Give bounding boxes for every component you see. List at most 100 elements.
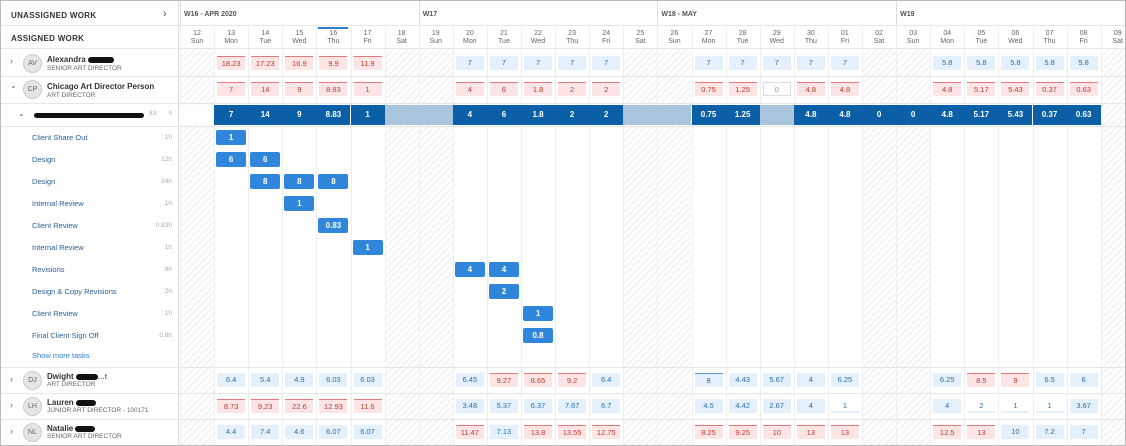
capacity-cell[interactable]: 12.75: [592, 425, 621, 439]
capacity-cell[interactable]: 4.43: [728, 373, 757, 387]
task-bar[interactable]: 8: [318, 174, 349, 189]
task-bar[interactable]: 8: [250, 174, 281, 189]
project-total-cell[interactable]: 0.37: [1032, 105, 1067, 125]
capacity-cell[interactable]: 6: [1069, 373, 1098, 387]
project-total-cell[interactable]: 14: [248, 105, 283, 125]
task-bar[interactable]: 4: [454, 262, 485, 277]
capacity-cell[interactable]: 5.37: [489, 399, 518, 413]
capacity-cell[interactable]: 14: [251, 82, 280, 96]
capacity-cell[interactable]: 4: [455, 82, 484, 96]
day-header[interactable]: 12 Sun: [180, 30, 214, 46]
project-total-cell[interactable]: 0.63: [1066, 105, 1101, 125]
capacity-cell[interactable]: 7.13: [489, 425, 518, 439]
day-header[interactable]: 18 Sat: [385, 30, 419, 46]
capacity-cell[interactable]: 7: [592, 56, 621, 70]
capacity-cell[interactable]: 7: [455, 56, 484, 70]
capacity-cell[interactable]: 6.07: [319, 425, 348, 439]
day-header[interactable]: 29 Wed: [760, 30, 794, 46]
capacity-cell[interactable]: 5.8: [933, 56, 962, 70]
project-total-cell[interactable]: 6: [486, 105, 521, 125]
project-total-cell[interactable]: 7: [214, 105, 249, 125]
capacity-cell[interactable]: 2: [967, 399, 996, 413]
task-bar[interactable]: 8: [284, 174, 315, 189]
capacity-cell[interactable]: 7: [694, 56, 723, 70]
capacity-cell[interactable]: 22.6: [285, 399, 314, 413]
capacity-cell[interactable]: 7: [217, 82, 246, 96]
task-bar[interactable]: 1: [352, 240, 383, 255]
capacity-cell[interactable]: 4.6: [285, 425, 314, 439]
capacity-cell[interactable]: 4.4: [217, 425, 246, 439]
project-total-cell[interactable]: 2: [555, 105, 590, 125]
project-total-cell[interactable]: 4: [452, 105, 487, 125]
day-header[interactable]: 05 Tue: [964, 30, 998, 46]
capacity-cell[interactable]: 6.37: [524, 399, 553, 413]
capacity-cell[interactable]: 3.67: [1069, 399, 1098, 413]
project-total-cell[interactable]: 4.8: [827, 105, 862, 125]
day-header[interactable]: 09 Sat: [1101, 30, 1125, 46]
capacity-cell[interactable]: 9: [285, 82, 314, 96]
capacity-cell[interactable]: 6.45: [455, 373, 484, 387]
capacity-cell[interactable]: 13.8: [524, 425, 553, 439]
chevron-right-icon[interactable]: ›: [163, 8, 167, 20]
capacity-cell[interactable]: 4.8: [796, 82, 825, 96]
task-bar[interactable]: 1: [216, 130, 247, 145]
capacity-cell[interactable]: 6.7: [592, 399, 621, 413]
project-total-cell[interactable]: 5.17: [964, 105, 999, 125]
chevron-down-icon[interactable]: ⌄: [10, 81, 17, 90]
capacity-cell[interactable]: 7: [728, 56, 757, 70]
task-bar[interactable]: 0.8: [523, 328, 554, 343]
day-header[interactable]: 14 Tue: [248, 30, 282, 46]
capacity-cell[interactable]: 1.8: [524, 82, 553, 96]
capacity-cell[interactable]: 6.4: [217, 373, 246, 387]
project-total-cell[interactable]: 5.43: [998, 105, 1033, 125]
task-bar[interactable]: 1: [284, 196, 315, 211]
capacity-cell[interactable]: 4.5: [694, 399, 723, 413]
capacity-cell[interactable]: 13: [796, 425, 825, 439]
day-header[interactable]: 21 Tue: [487, 30, 521, 46]
capacity-cell[interactable]: 0.63: [1069, 82, 1098, 96]
day-header[interactable]: 07 Thu: [1033, 30, 1067, 46]
capacity-cell[interactable]: 7.4: [251, 425, 280, 439]
capacity-cell[interactable]: 0.75: [694, 82, 723, 96]
capacity-cell[interactable]: 8: [694, 373, 723, 387]
capacity-cell[interactable]: 7: [1069, 425, 1098, 439]
capacity-cell[interactable]: 9: [1001, 373, 1030, 387]
capacity-cell[interactable]: 6.03: [353, 373, 382, 387]
capacity-cell[interactable]: 6.25: [933, 373, 962, 387]
day-header[interactable]: 28 Tue: [726, 30, 760, 46]
project-total-cell[interactable]: 9: [282, 105, 317, 125]
capacity-cell[interactable]: 5.8: [1069, 56, 1098, 70]
capacity-cell[interactable]: 7: [762, 56, 791, 70]
day-header[interactable]: 22 Wed: [521, 30, 555, 46]
day-header[interactable]: 13 Mon: [214, 30, 248, 46]
capacity-cell[interactable]: 1.25: [728, 82, 757, 96]
capacity-cell[interactable]: 0: [762, 82, 791, 96]
capacity-cell[interactable]: 4: [796, 373, 825, 387]
day-header[interactable]: 03 Sun: [896, 30, 930, 46]
capacity-cell[interactable]: 18.23: [217, 56, 246, 70]
capacity-cell[interactable]: 13: [830, 425, 859, 439]
day-header[interactable]: 16 Thu: [316, 30, 350, 46]
project-total-cell[interactable]: 1.25: [725, 105, 760, 125]
day-header[interactable]: 06 Wed: [998, 30, 1032, 46]
capacity-cell[interactable]: 4.8: [933, 82, 962, 96]
capacity-cell[interactable]: 9.2: [558, 373, 587, 387]
project-total-cell[interactable]: 0: [862, 105, 897, 125]
day-header[interactable]: 25 Sat: [623, 30, 657, 46]
capacity-cell[interactable]: 11.47: [455, 425, 484, 439]
capacity-cell[interactable]: 6.07: [353, 425, 382, 439]
day-header[interactable]: 15 Wed: [282, 30, 316, 46]
capacity-cell[interactable]: 7.2: [1035, 425, 1064, 439]
day-header[interactable]: 20 Mon: [453, 30, 487, 46]
task-bar[interactable]: 1: [523, 306, 554, 321]
capacity-cell[interactable]: 7: [524, 56, 553, 70]
capacity-cell[interactable]: 17.23: [251, 56, 280, 70]
capacity-cell[interactable]: 6.25: [830, 373, 859, 387]
task-bar[interactable]: 6: [250, 152, 281, 167]
capacity-cell[interactable]: 9.23: [251, 399, 280, 413]
task-bar[interactable]: 2: [488, 284, 519, 299]
capacity-cell[interactable]: 2: [558, 82, 587, 96]
capacity-cell[interactable]: 2: [592, 82, 621, 96]
capacity-cell[interactable]: 11.6: [353, 399, 382, 413]
day-header[interactable]: 19 Sun: [419, 30, 453, 46]
